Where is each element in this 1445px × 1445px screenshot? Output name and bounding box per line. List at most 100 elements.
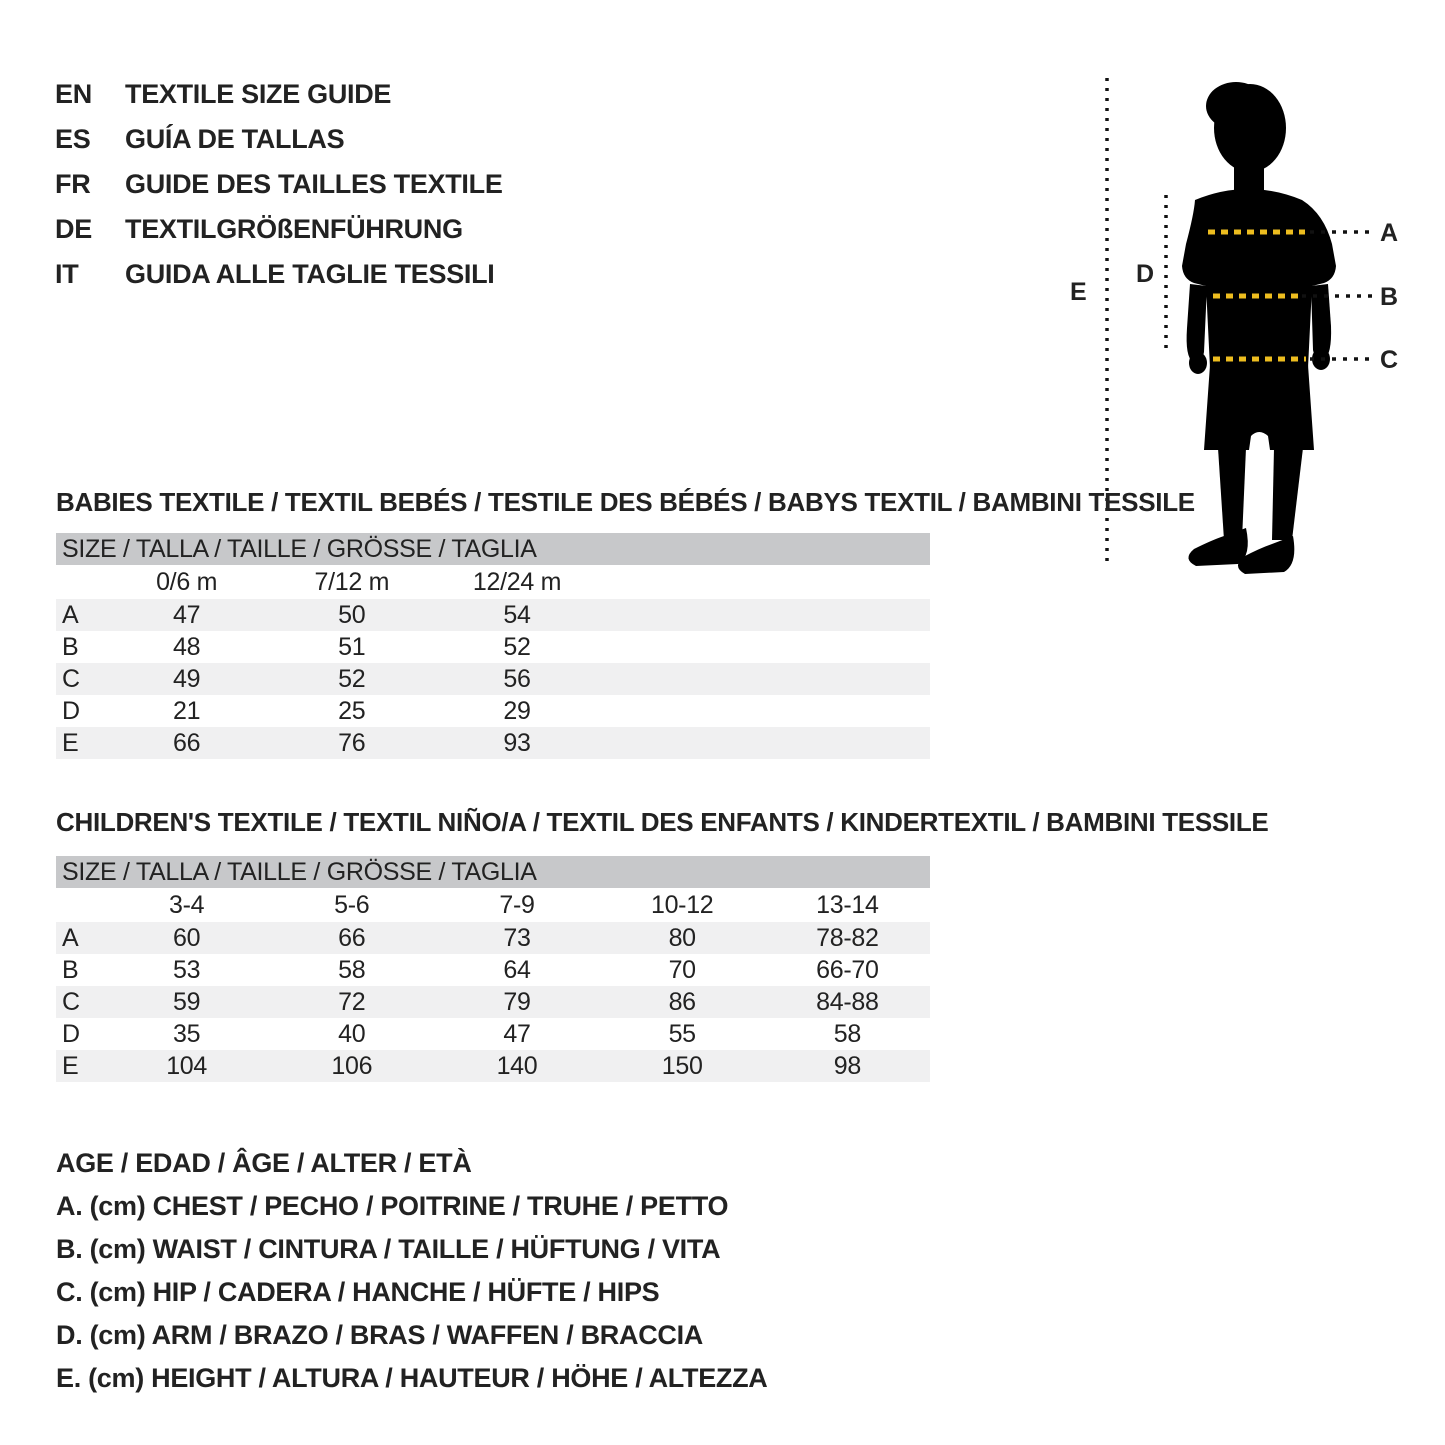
cell: 79 — [503, 988, 531, 1016]
column-header: 3-4 — [168, 891, 205, 919]
cell: 47 — [503, 1020, 531, 1048]
lang-code: DE — [55, 214, 92, 244]
cell-empty — [765, 695, 930, 727]
babies-section-title: BABIES TEXTILE / TEXTIL BEBÉS / TESTILE … — [56, 487, 1195, 517]
babies-column-headers: 0/6 m 7/12 m 12/24 m — [56, 565, 930, 599]
cell: 47 — [172, 601, 201, 629]
legend-waist: B. (cm) WAIST / CINTURA / TAILLE / HÜFTU… — [56, 1234, 721, 1264]
cell: 49 — [172, 665, 201, 693]
figure-label-a: A — [1380, 219, 1398, 247]
cell: 25 — [338, 697, 366, 725]
table-row: A 60 66 73 80 78-82 — [56, 922, 930, 954]
cell: 59 — [172, 988, 201, 1016]
table-row: B 48 51 52 — [56, 631, 930, 663]
cell-empty — [56, 565, 104, 599]
legend-hip: C. (cm) HIP / CADERA / HANCHE / HÜFTE / … — [56, 1277, 660, 1307]
cell: 93 — [503, 729, 531, 757]
cell: 66 — [338, 924, 366, 952]
row-label: C — [62, 988, 80, 1016]
lang-row-es: ES GUÍA DE TALLAS — [55, 117, 503, 162]
cell: 72 — [338, 988, 366, 1016]
table-row: C 59 72 79 86 84-88 — [56, 986, 930, 1018]
column-header: 10-12 — [650, 891, 714, 919]
column-header: 0/6 m — [156, 568, 218, 596]
figure-label-c: C — [1380, 346, 1398, 374]
lang-row-en: EN TEXTILE SIZE GUIDE — [55, 72, 503, 117]
lang-code: ES — [55, 124, 91, 154]
row-label: B — [62, 956, 79, 984]
row-label: E — [62, 729, 79, 757]
row-label: D — [62, 1020, 80, 1048]
lang-code: FR — [55, 169, 91, 199]
cell-empty — [765, 631, 930, 663]
lang-row-it: IT GUIDA ALLE TAGLIE TESSILI — [55, 252, 503, 297]
row-label: E — [62, 1052, 79, 1080]
cell-empty — [56, 888, 104, 922]
cell: 60 — [172, 924, 201, 952]
measurement-legend: AGE / EDAD / ÂGE / ALTER / ETÀ A. (cm) C… — [56, 1142, 768, 1400]
cell: 52 — [338, 665, 366, 693]
cell-empty — [600, 599, 765, 631]
cell: 140 — [496, 1052, 538, 1080]
cell: 29 — [503, 697, 531, 725]
lang-title: GUÍA DE TALLAS — [125, 124, 345, 154]
table-row: D 21 25 29 — [56, 695, 930, 727]
cell: 54 — [503, 601, 531, 629]
babies-size-header: SIZE / TALLA / TAILLE / GRÖSSE / TAGLIA — [56, 533, 930, 565]
cell-empty — [765, 663, 930, 695]
lang-title: GUIDE DES TAILLES TEXTILE — [125, 169, 503, 199]
cell: 106 — [331, 1052, 373, 1080]
cell: 56 — [503, 665, 531, 693]
figure-label-e: E — [1070, 278, 1087, 306]
column-header: 7-9 — [499, 891, 535, 919]
column-header: 7/12 m — [314, 568, 390, 596]
cell: 50 — [338, 601, 366, 629]
row-label: A — [62, 601, 79, 629]
lang-title: TEXTILE SIZE GUIDE — [125, 79, 392, 109]
cell: 98 — [833, 1052, 862, 1080]
cell: 35 — [172, 1020, 201, 1048]
children-section-title: CHILDREN'S TEXTILE / TEXTIL NIÑO/A / TEX… — [56, 807, 1269, 837]
cell: 84-88 — [816, 988, 879, 1016]
legend-age: AGE / EDAD / ÂGE / ALTER / ETÀ — [56, 1148, 472, 1178]
table-row: B 53 58 64 70 66-70 — [56, 954, 930, 986]
cell: 76 — [338, 729, 366, 757]
cell: 64 — [503, 956, 531, 984]
cell-empty — [600, 663, 765, 695]
lang-code: EN — [55, 79, 92, 109]
cell: 66 — [172, 729, 201, 757]
row-label: A — [62, 924, 79, 952]
cell: 58 — [338, 956, 366, 984]
cell-empty — [600, 695, 765, 727]
table-row: A 47 50 54 — [56, 599, 930, 631]
child-silhouette-icon — [1182, 82, 1336, 574]
column-header: 5-6 — [334, 891, 370, 919]
cell-empty — [600, 631, 765, 663]
cell: 78-82 — [816, 924, 879, 952]
lang-title: TEXTILGRÖßENFÜHRUNG — [125, 214, 463, 244]
table-row: C 49 52 56 — [56, 663, 930, 695]
children-size-table: SIZE / TALLA / TAILLE / GRÖSSE / TAGLIA … — [56, 856, 930, 1082]
lang-row-de: DE TEXTILGRÖßENFÜHRUNG — [55, 207, 503, 252]
children-size-header: SIZE / TALLA / TAILLE / GRÖSSE / TAGLIA — [56, 856, 930, 888]
cell-empty — [765, 599, 930, 631]
cell: 48 — [172, 633, 201, 661]
cell: 40 — [338, 1020, 366, 1048]
cell: 70 — [668, 956, 697, 984]
legend-height: E. (cm) HEIGHT / ALTURA / HAUTEUR / HÖHE… — [56, 1363, 768, 1393]
legend-arm: D. (cm) ARM / BRAZO / BRAS / WAFFEN / BR… — [56, 1320, 703, 1350]
figure-label-d: D — [1136, 260, 1154, 288]
cell-empty — [600, 727, 765, 759]
cell: 55 — [668, 1020, 697, 1048]
row-label: C — [62, 665, 80, 693]
cell: 53 — [172, 956, 201, 984]
cell: 52 — [503, 633, 531, 661]
column-header: 12/24 m — [472, 568, 562, 596]
table-row: D 35 40 47 55 58 — [56, 1018, 930, 1050]
table-row: E 66 76 93 — [56, 727, 930, 759]
cell-empty — [765, 565, 930, 599]
lang-code: IT — [55, 259, 79, 289]
legend-chest: A. (cm) CHEST / PECHO / POITRINE / TRUHE… — [56, 1191, 729, 1221]
table-row: E 104 106 140 150 98 — [56, 1050, 930, 1082]
cell-empty — [765, 727, 930, 759]
